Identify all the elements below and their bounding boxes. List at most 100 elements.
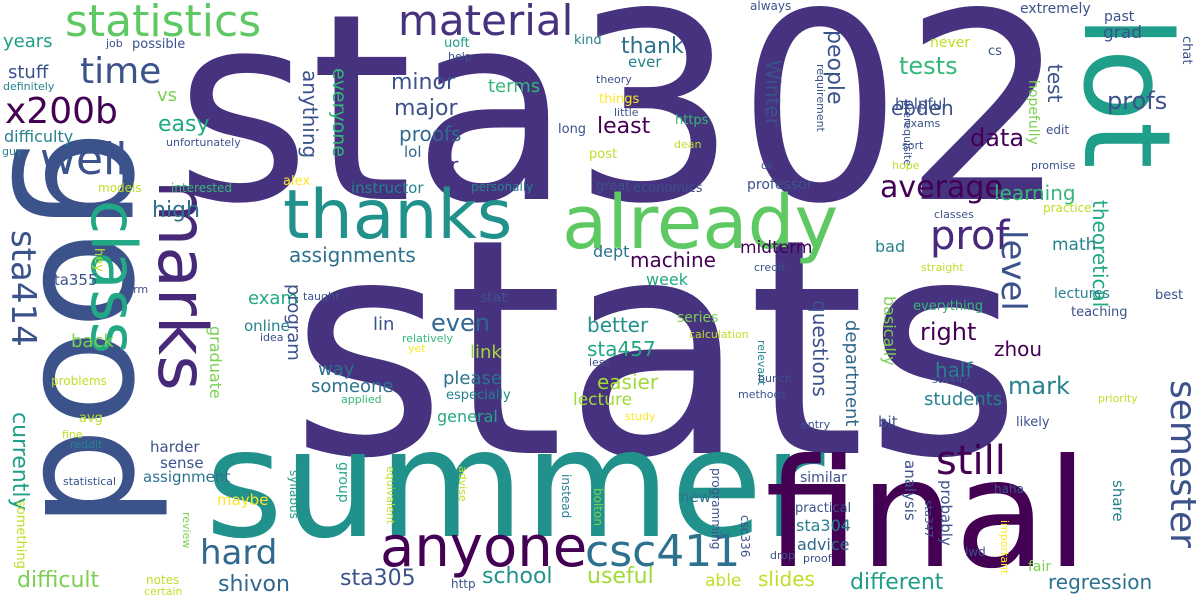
word-shivon: shivon [218,572,290,597]
word-sta414: sta414 [3,230,43,347]
word-notes: notes [146,573,180,587]
word-http: http [451,577,476,591]
word-avg: avg [79,411,103,426]
word-practical: practical [795,501,852,516]
word-definitely: definitely [3,80,55,93]
word-job: job [106,37,123,50]
word-sta304: sta304 [796,516,851,535]
word-fair: fair [1028,559,1052,575]
word-helpful: helpful [895,95,947,113]
word-vs: vs [157,85,178,106]
word-way: way [318,359,355,380]
word-statistics: statistics [65,0,262,47]
word-harder: harder [150,438,200,456]
word-drop: drop [770,549,795,562]
word-midterm: midterm [740,238,813,258]
word-methods: methods [738,388,787,401]
word-week: week [646,270,689,289]
word-learning: learning [994,181,1076,205]
word-sta305: sta305 [340,566,416,591]
word-haha: haha [994,482,1024,496]
word-always: always [750,0,792,13]
word-sta442: sta442 [932,373,970,386]
word-review: review [180,512,193,549]
word-better: better [587,313,649,337]
word-advise: advise [456,466,469,502]
word-able: able [705,571,742,591]
word-dept: dept [593,242,630,261]
word-equivalent: equivalent [384,466,397,525]
word-possible: possible [132,37,186,52]
word-even: even [431,309,490,337]
word-sort: sort [902,139,924,152]
word-mark: mark [1008,372,1070,400]
word-exam: exam [248,288,298,309]
word-promise: promise [1031,159,1076,172]
word-data: data [970,124,1025,152]
word-syllabus: syllabus [287,470,301,519]
word-long: long [558,122,587,137]
word-help: help [448,50,472,63]
word-slides: slides [758,567,815,591]
word-graduate: graduate [206,326,225,399]
word-final: final [765,428,1089,600]
word-easier: easier [597,370,659,394]
word-easy: easy [158,112,210,137]
word-anyone: anyone [380,515,588,580]
word-students: students [924,389,1003,410]
word-taught: taught [303,290,340,303]
word-bunch: bunch [758,372,792,385]
word-sta302: sta302 [175,0,1068,261]
word-instead: instead [559,474,573,519]
word-straight: straight [921,261,964,274]
word-stuff: stuff [8,62,49,83]
word-ever: ever [628,53,662,71]
word-please: please [443,368,502,389]
word-tests: tests [899,52,958,80]
word-interested: interested [171,181,233,195]
word-best: best [1155,288,1184,303]
word-bit: bit [878,413,898,431]
word-least: least [597,114,651,139]
word-new: new [680,488,712,506]
word-little: little [614,106,639,119]
word-probably: probably [937,480,955,546]
word-requirement: requirement [814,64,827,132]
word-test: test [1043,64,1067,103]
word-certain: certain [144,585,183,598]
word-credit: credit [754,261,786,274]
word-calculation: calculation [689,328,749,341]
word-difficulty: difficulty [4,127,74,146]
word-sta355: sta355 [46,271,98,289]
word-grad: grad [1103,23,1142,43]
word-theory: theory [596,73,632,86]
word-back: back [71,331,114,352]
word-school: school [482,564,553,589]
word-thank: thank [621,34,684,59]
word-high: high [152,198,200,223]
word-instructor: instructor [351,179,424,197]
word-csc336: csc336 [738,515,752,558]
word-ok: ok [761,159,775,172]
word-share: share [1109,480,1127,522]
word-reddit: reddit [70,438,103,451]
word-programming: programming [709,468,723,550]
word-program: program [283,284,304,361]
word-profs: profs [1107,87,1168,115]
word-kind: kind [574,33,602,48]
word-never: never [930,35,971,51]
word-analysis: analysis [901,460,919,521]
word-r: r [450,153,459,177]
word-right: right [920,318,977,346]
word-uoft: uoft [444,36,470,51]
word-ebden: ebden [891,96,954,120]
word-lecture: lecture [573,390,633,410]
word-advice: advice [797,535,850,554]
word-personally: personally [471,180,534,194]
word-https: https [675,113,709,128]
word-problems: problems [51,374,107,388]
word-questions: questions [808,300,832,397]
word-online: online [244,317,290,335]
word-major: major [394,96,458,121]
word-practice: practice [1043,201,1092,215]
